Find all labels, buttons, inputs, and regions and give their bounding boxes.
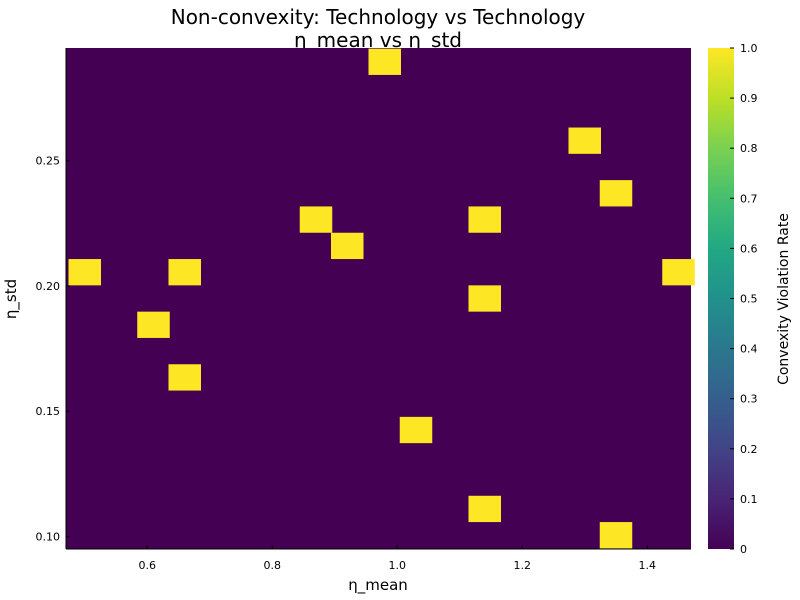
x-tick-label: 1.4 [639, 559, 657, 572]
heatmap-cell-13 [468, 495, 501, 523]
colorbar-tick-label: 0.2 [740, 443, 758, 456]
colorbar [708, 48, 734, 549]
heatmap-cell-1 [568, 127, 601, 154]
colorbar-label: Convexity Violation Rate [776, 213, 792, 385]
chart-title: Non-convexity: Technology vs Technology [171, 5, 586, 29]
y-axis-label: η_std [2, 279, 21, 319]
x-tick-label: 1.0 [389, 559, 407, 572]
x-axis-label: η_mean [348, 576, 408, 595]
colorbar-tick-label: 0.3 [740, 393, 758, 406]
colorbar-tick-label: 1.0 [740, 42, 758, 55]
colorbar-ticks: 0 0.1 0.2 0.3 0.4 0.5 0.6 0.7 0.8 0.9 1.0 [730, 42, 758, 556]
y-axis-ticks: 0.10 0.15 0.20 0.25 [36, 155, 70, 543]
plot-area [65, 48, 695, 550]
heatmap-cell-4 [468, 206, 501, 233]
heatmap-background [66, 48, 691, 549]
heatmap-cell-10 [137, 311, 170, 338]
heatmap-cell-3 [299, 206, 333, 233]
heatmap-cell-7 [168, 259, 201, 286]
y-tick-label: 0.20 [36, 280, 61, 293]
colorbar-tick-label: 0.6 [740, 242, 758, 255]
colorbar-tick-label: 0.7 [740, 192, 758, 205]
y-tick-label: 0.25 [36, 155, 61, 168]
heatmap-cell-14 [599, 522, 633, 549]
x-tick-label: 0.8 [264, 559, 282, 572]
y-tick-label: 0.10 [36, 530, 61, 543]
y-tick-label: 0.15 [36, 405, 61, 418]
colorbar-tick-label: 0.5 [740, 293, 758, 306]
heatmap-cell-2 [599, 180, 633, 207]
heatmap-cell-12 [399, 416, 433, 444]
colorbar-tick-label: 0.1 [740, 493, 758, 506]
heatmap-cell-11 [168, 364, 201, 391]
colorbar-tick-label: 0 [740, 543, 747, 556]
colorbar-tick-label: 0.9 [740, 92, 758, 105]
heatmap-cell-6 [68, 259, 101, 286]
heatmap-cell-0 [368, 48, 401, 75]
heatmap-cell-9 [468, 285, 501, 312]
x-axis-ticks: 0.6 0.8 1.0 1.2 1.4 [139, 545, 657, 572]
heatmap-cell-5 [331, 232, 364, 260]
heatmap-cell-8 [662, 259, 695, 286]
colorbar-tick-label: 0.4 [740, 343, 758, 356]
x-tick-label: 0.6 [139, 559, 157, 572]
x-tick-label: 1.2 [514, 559, 532, 572]
colorbar-tick-label: 0.8 [740, 142, 758, 155]
